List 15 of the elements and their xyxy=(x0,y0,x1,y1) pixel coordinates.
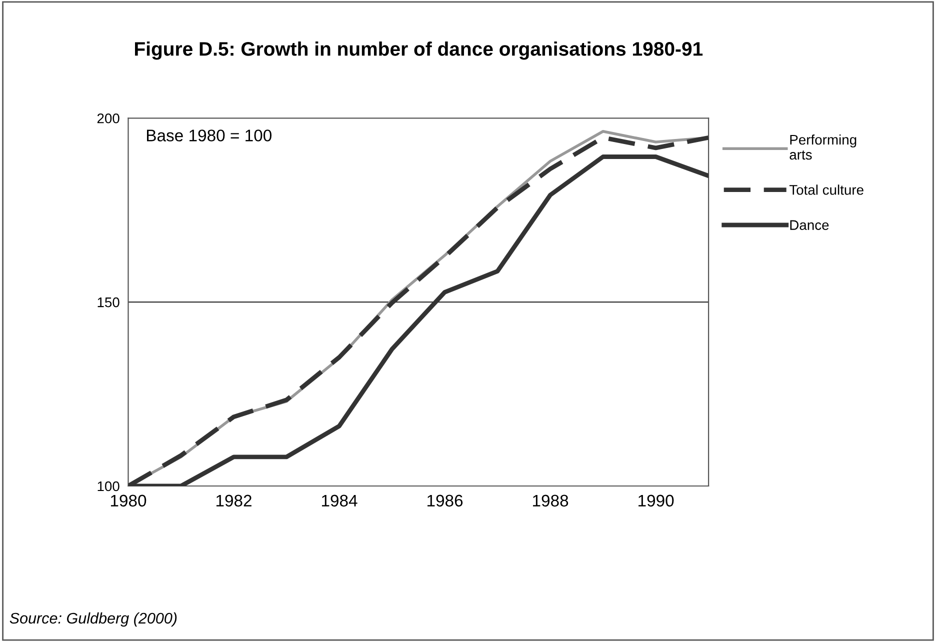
legend-label: Performing arts xyxy=(790,134,856,160)
source-note: Source: Guldberg (2000) xyxy=(10,612,177,627)
y-tick-label: 150 xyxy=(98,297,120,308)
x-tick-label: 1982 xyxy=(216,494,252,507)
y-tick-label: 200 xyxy=(97,113,120,124)
annotation: Base 1980 = 100 xyxy=(147,130,272,142)
x-tick-label: 1984 xyxy=(322,494,358,507)
legend-label: Dance xyxy=(790,220,829,230)
chart-title: Figure D.5: Growth in number of dance organisations 1980-91 xyxy=(135,42,703,60)
y-tick-label: 100 xyxy=(98,481,120,492)
x-tick-label: 1986 xyxy=(428,494,463,507)
legend-label: Total culture xyxy=(789,184,864,195)
x-tick-label: 1988 xyxy=(533,494,568,507)
x-tick-label: 1990 xyxy=(638,494,674,507)
x-tick-label: 1980 xyxy=(110,494,146,507)
